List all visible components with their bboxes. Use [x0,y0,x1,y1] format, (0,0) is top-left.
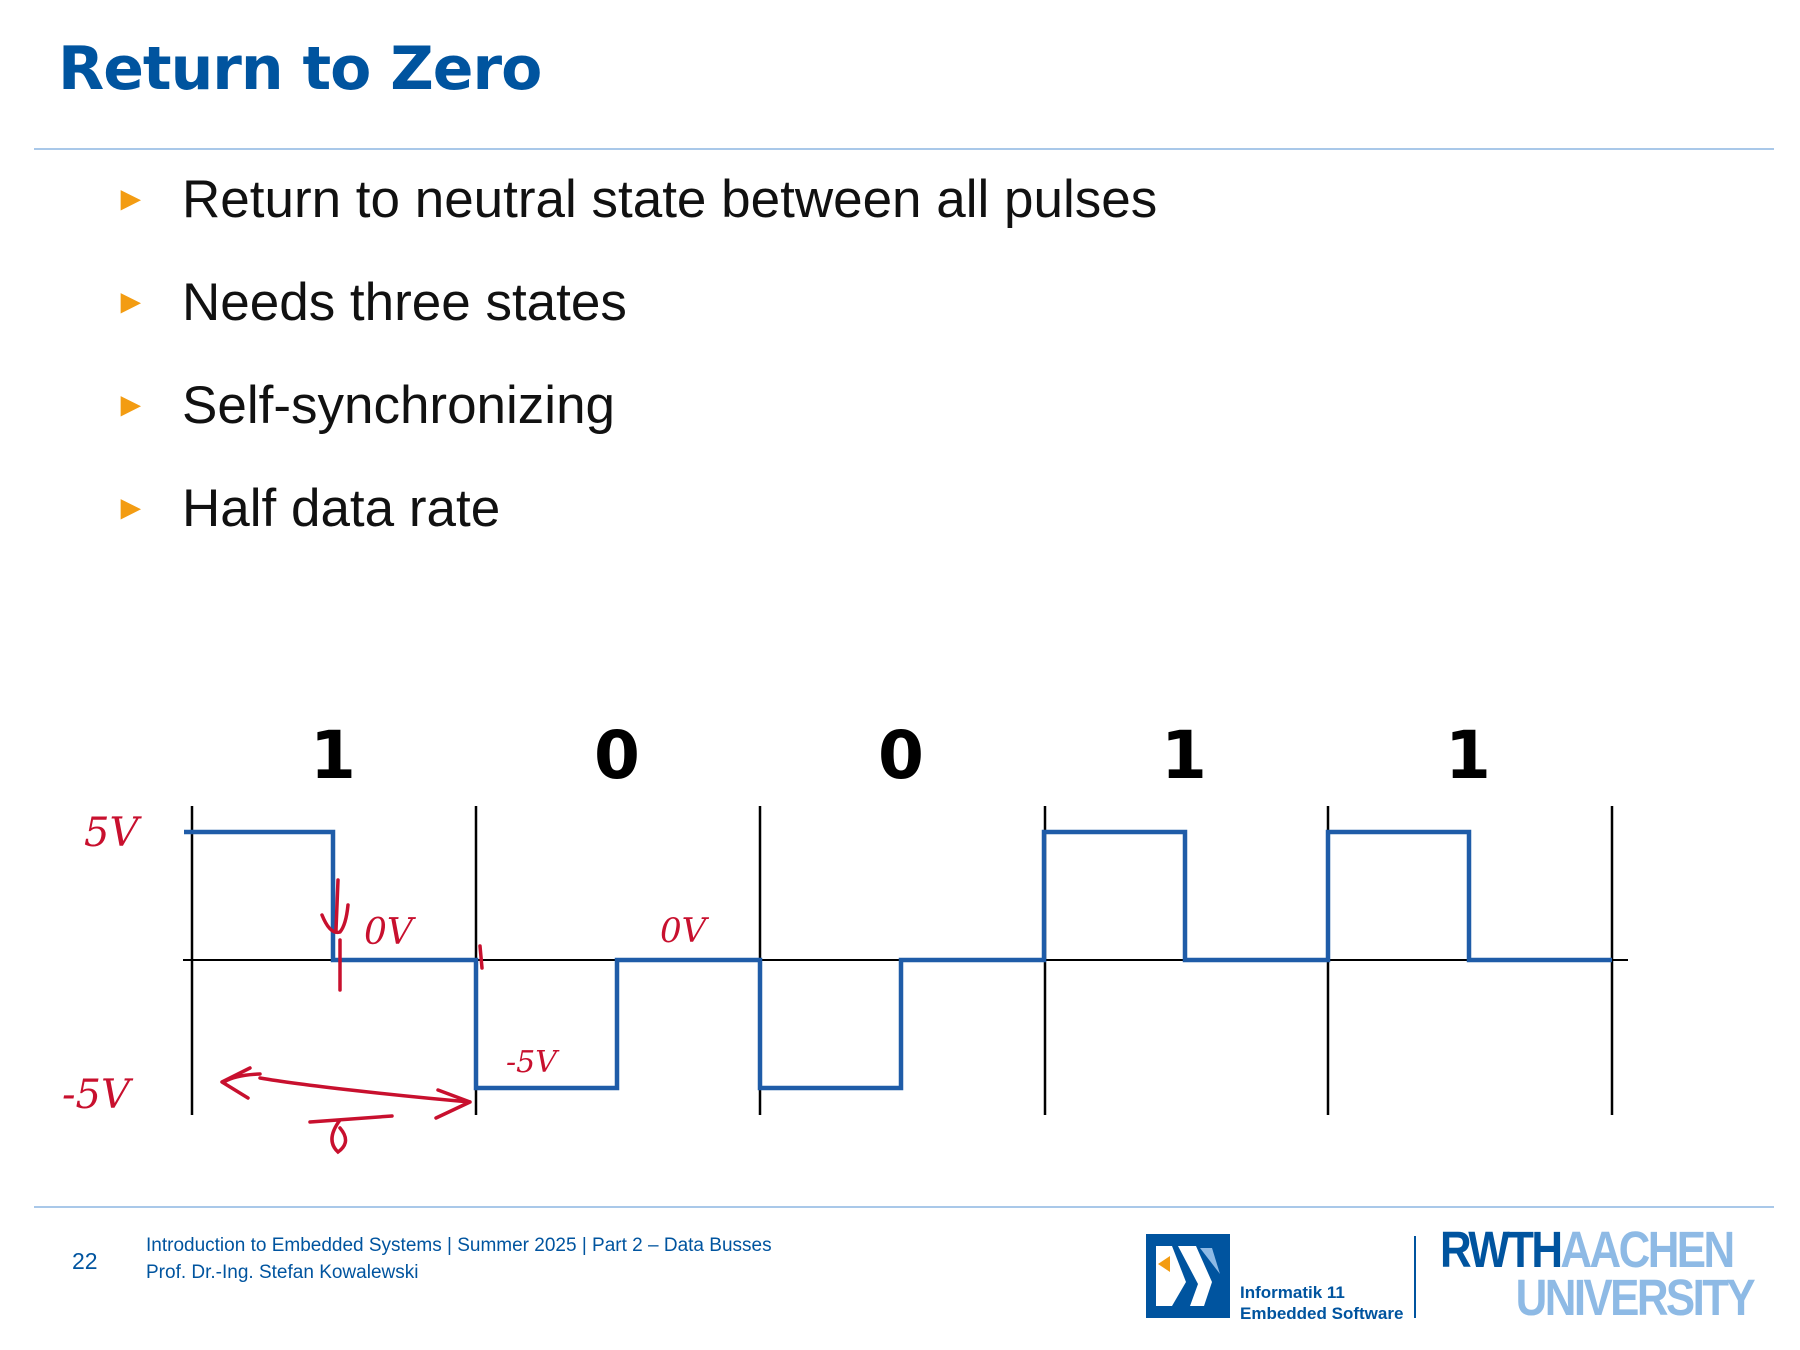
rwth-logo-part2: AACHEN [1560,1221,1735,1278]
footer-divider [34,1206,1774,1208]
triangle-bullet-icon: ► [114,283,148,321]
tick-mark [478,944,484,970]
arrow-down-icon [320,878,350,935]
institute-line-2: Embedded Software [1240,1304,1404,1323]
bullet-list: ► Return to neutral state between all pu… [114,166,1157,578]
rwth-logo-line2: UNIVERSITY [1515,1269,1756,1326]
bit-label: 1 [1161,717,1207,794]
footer-course-line: Introduction to Embedded Systems | Summe… [146,1235,772,1256]
bit-label: 0 [594,717,640,794]
annotation-0v: 0V [660,911,710,951]
bullet-item: ► Needs three states [114,269,1157,372]
rz-signal-diagram: 1 0 0 1 1 5V 0V 0V -5V -5V [62,717,1628,1155]
handwritten-annotations [220,878,484,1155]
informatik11-logo-icon [1146,1234,1230,1318]
bullet-text: Self-synchronizing [182,376,616,435]
tau-symbol [308,1114,394,1155]
footer-author-line: Prof. Dr.-Ing. Stefan Kowalewski [146,1262,419,1283]
double-arrow-icon [220,1066,472,1120]
bit-label: 0 [878,717,924,794]
annotation-5v: 5V [84,810,142,856]
rwth-logo-part1: RWTH [1440,1221,1563,1278]
triangle-bullet-icon: ► [114,489,148,527]
page-number: 22 [72,1248,98,1274]
bullet-item: ► Return to neutral state between all pu… [114,166,1157,269]
triangle-bullet-icon: ► [114,180,148,218]
slide-title: Return to Zero [58,34,542,104]
annotation-minus-5v: -5V [506,1045,560,1080]
annotation-minus-5v: -5V [62,1072,134,1118]
institute-line-1: Informatik 11 [1240,1283,1345,1302]
rz-waveform [184,829,1612,1091]
title-divider [34,148,1774,150]
bit-label: 1 [310,717,356,794]
annotation-0v: 0V [364,912,417,953]
bullet-item: ► Self-synchronizing [114,372,1157,475]
bullet-text: Half data rate [182,479,501,538]
logo-separator [1414,1236,1416,1318]
triangle-bullet-icon: ► [114,386,148,424]
institute-name: Informatik 11 Embedded Software [1240,1282,1403,1324]
bit-label: 1 [1445,717,1491,794]
bullet-text: Needs three states [182,273,627,332]
rwth-logo: RWTHAACHEN UNIVERSITY [1440,1224,1756,1326]
bullet-item: ► Half data rate [114,475,1157,578]
bullet-text: Return to neutral state between all puls… [182,170,1158,229]
